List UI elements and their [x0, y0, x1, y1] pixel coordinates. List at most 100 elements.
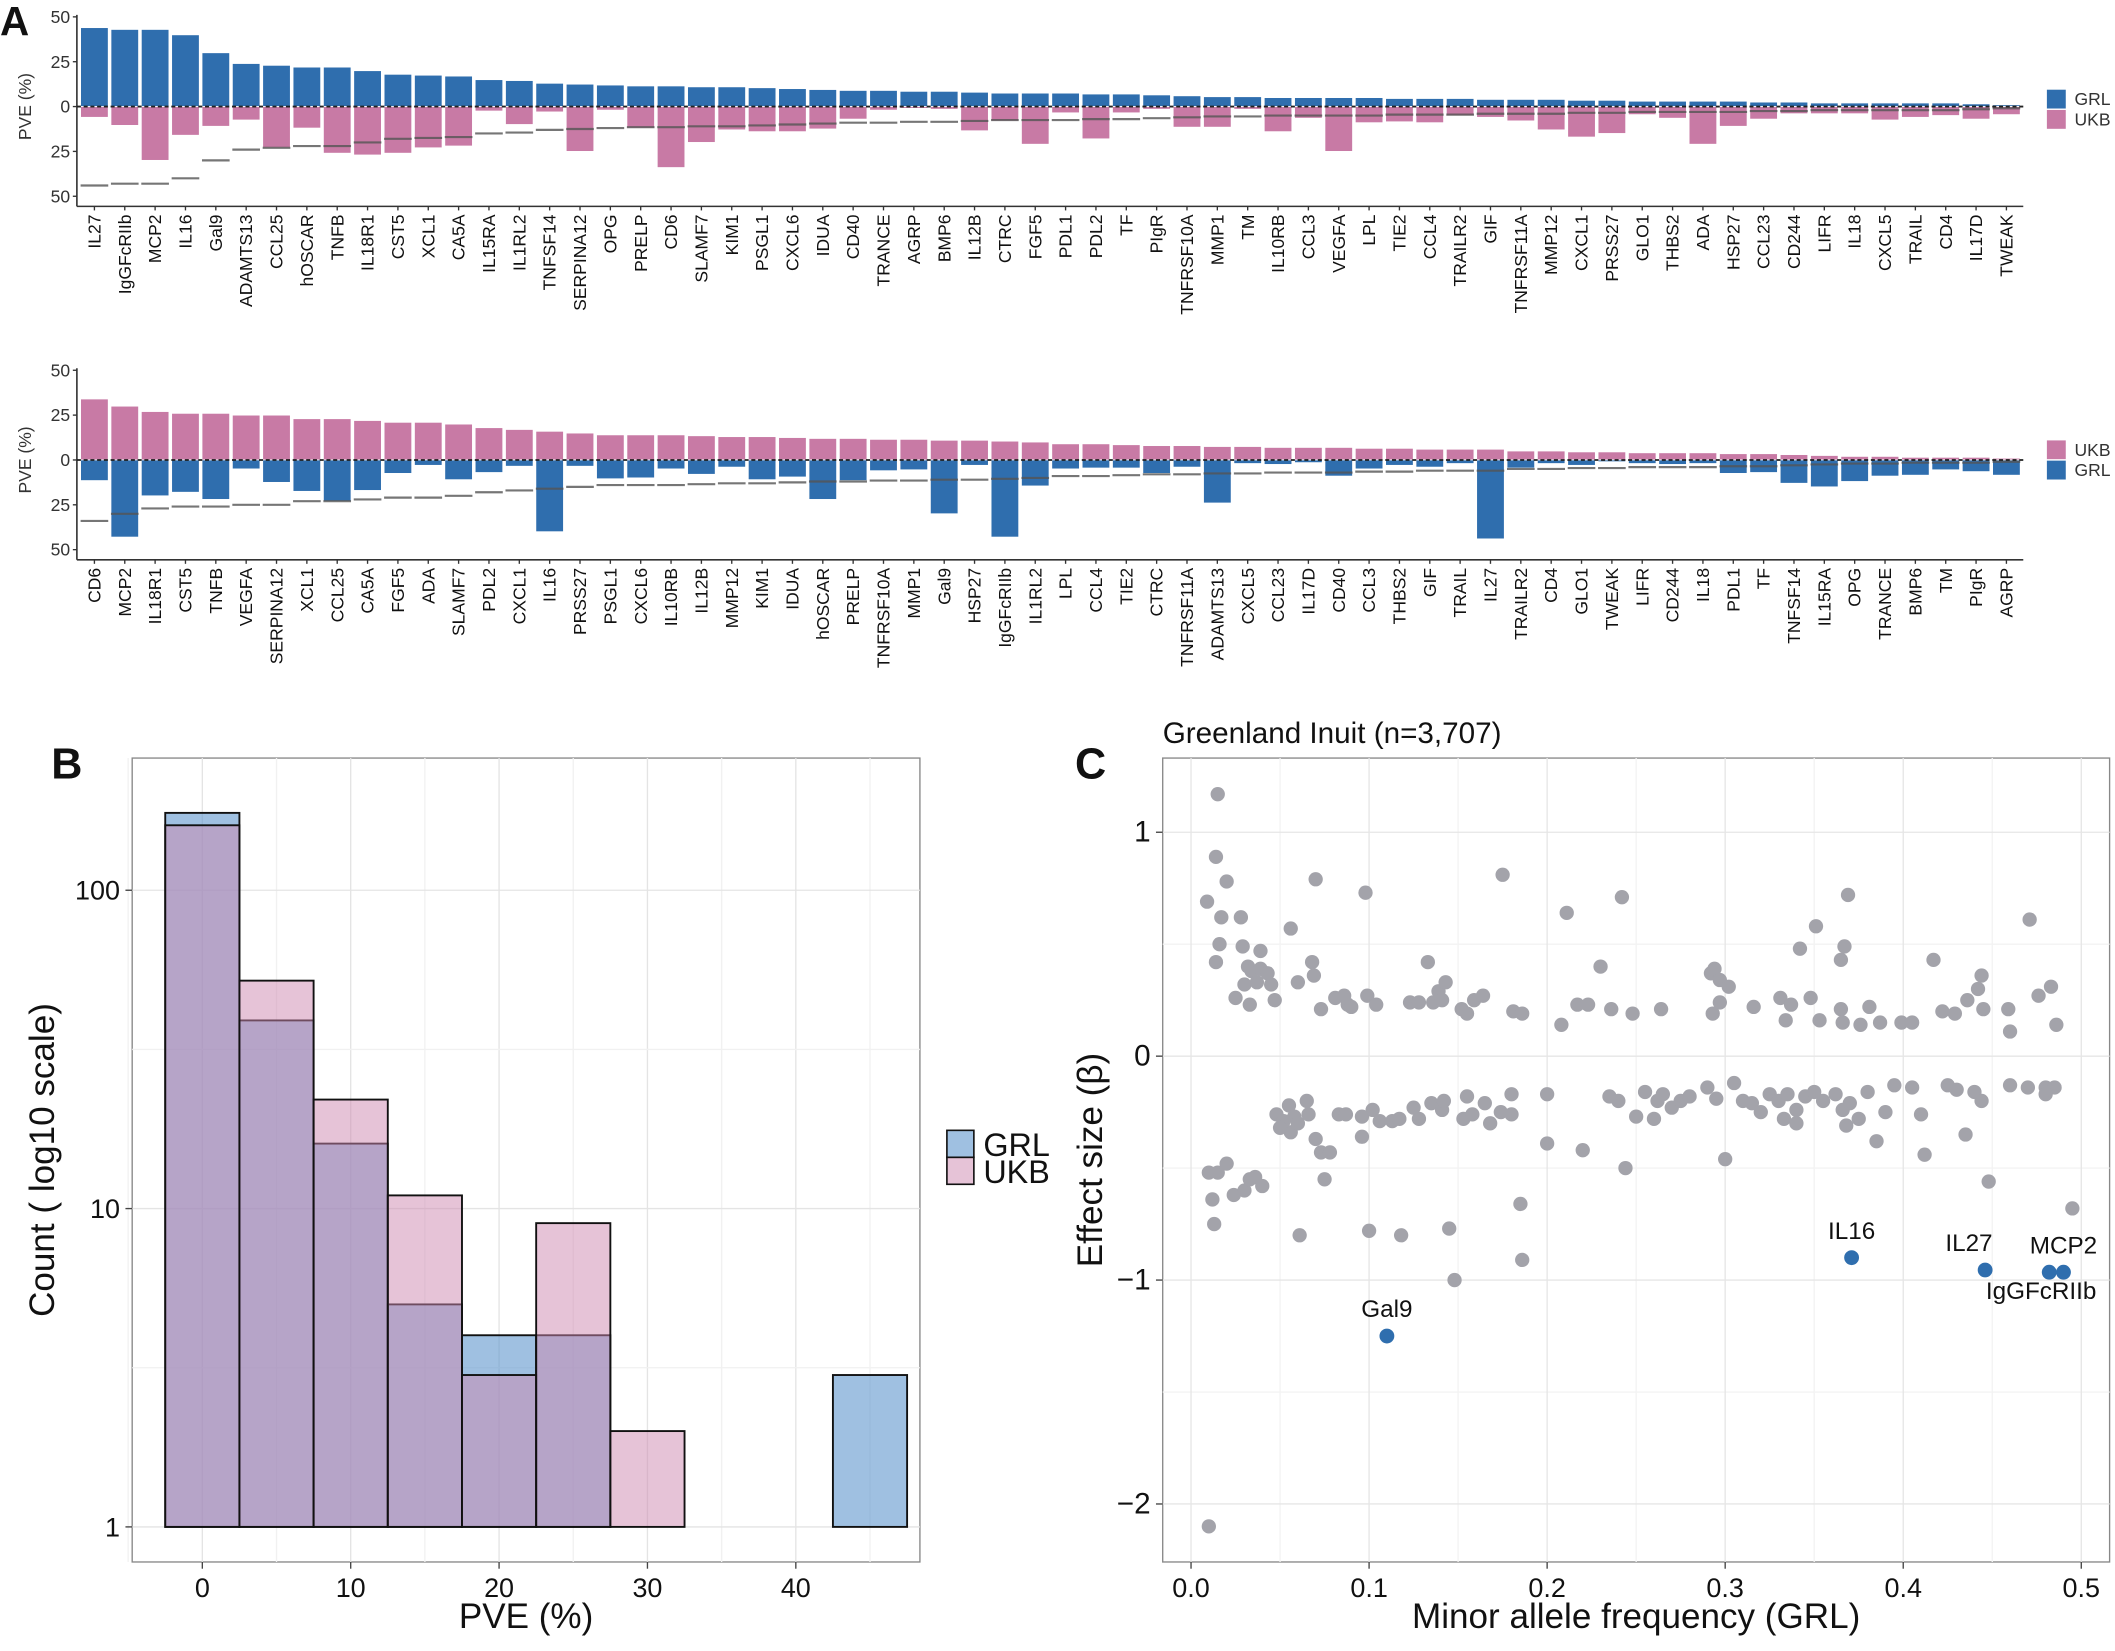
- x-tick-label: GIF: [1420, 568, 1440, 597]
- y-tick-label: 1: [105, 1512, 120, 1542]
- bar-grl-CCL25: [262, 64, 291, 107]
- bar-grl-CST5: [383, 73, 413, 107]
- bar-grl-KIM1: [747, 459, 777, 481]
- bar-grl-IL1RL2: [505, 80, 534, 107]
- scatter-point: [1949, 1082, 1964, 1097]
- scatter-point: [1260, 966, 1275, 981]
- x-tick-label: IgGFcRIIb: [995, 568, 1015, 648]
- x-tick-label: Gal9: [206, 214, 226, 251]
- bar-grl-PDL2: [474, 459, 504, 473]
- panel-a-top-chart: 50 25 0 25 50 PVE (%) IL27 IgGFcRIIb MCP2 IL16 Gal…: [15, 7, 2111, 315]
- x-tick-label: FGF5: [388, 568, 408, 613]
- bar-ukb-hOSCAR: [808, 438, 838, 461]
- scatter-point: [1682, 1089, 1697, 1104]
- bar-grl-IgGFcRIIb: [110, 29, 139, 107]
- bar-ukb-IL17D: [1294, 446, 1323, 461]
- x-tick-label: CTRC: [995, 214, 1015, 263]
- x-tick-label: PDL1: [1056, 214, 1076, 258]
- legend-label-grl: GRL: [983, 1127, 1050, 1163]
- scatter-point: [1201, 1519, 1216, 1534]
- bar-ukb-KIM1: [747, 436, 777, 461]
- bar-ukb-SERPINA12: [262, 414, 291, 461]
- x-tick-label: IL10RB: [1268, 214, 1288, 272]
- y-tick-label: 50: [51, 7, 71, 27]
- bar-grl-Gal9: [201, 52, 231, 107]
- x-tick-label: BMP6: [1905, 568, 1925, 616]
- scatter-point: [1372, 1113, 1387, 1129]
- bar-ukb-CXCL5: [1870, 106, 1900, 121]
- scatter-point: [1219, 1156, 1234, 1171]
- bar-ukb-SLAMF7: [444, 423, 473, 461]
- bar-ukb-IL18R1: [353, 106, 382, 156]
- scatter-point: [1290, 975, 1306, 990]
- x-tick-label: PDL1: [1723, 568, 1743, 612]
- scatter-point: [1803, 990, 1818, 1006]
- scatter-point: [1746, 999, 1761, 1015]
- bar-grl-IL16: [535, 459, 564, 533]
- scatter-point: [1835, 1015, 1850, 1030]
- x-tick-label: TNFSF14: [1784, 568, 1804, 644]
- bar-ukb-LPL: [1051, 443, 1080, 461]
- scatter-point: [1515, 1006, 1530, 1021]
- bar-ukb-VEGFA: [1324, 106, 1353, 152]
- scatter-point: [1744, 1096, 1760, 1111]
- bar-grl-FGF5: [383, 459, 413, 474]
- bar-ukb-IL12B: [960, 106, 989, 132]
- scatter-point: [1207, 1216, 1222, 1232]
- scatter-point: [1344, 999, 1359, 1015]
- y-tick-label: −1: [1117, 1264, 1151, 1297]
- scatter-point: [2049, 1017, 2064, 1032]
- bar-grl-TM: [1233, 96, 1262, 107]
- bar-grl-TNFSF14: [1779, 459, 1809, 484]
- x-tick-label: TRANCE: [874, 214, 894, 286]
- x-tick-label: PDL2: [1086, 214, 1106, 258]
- legend-swatch-ukb: [946, 1156, 975, 1186]
- scatter-point: [1436, 1093, 1452, 1109]
- x-tick-label: TRANCE: [1875, 568, 1895, 640]
- panel-label-b: B: [51, 740, 82, 788]
- legend-swatch-grl: [2045, 88, 2068, 110]
- scatter-point: [1493, 1104, 1508, 1120]
- bar-grl-TNFSF14: [535, 82, 564, 107]
- scatter-point: [1459, 1089, 1475, 1104]
- bar-ukb-CD6: [656, 106, 686, 168]
- bar-grl-PDL1: [1051, 92, 1080, 107]
- scatter-point: [1958, 1127, 1973, 1142]
- highlight-point-IL27: [1977, 1262, 1993, 1278]
- bar-grl-IL12B: [960, 91, 989, 107]
- bar-ukb-TRAIL: [1445, 448, 1475, 461]
- bar-ukb-IgGFcRIIb: [110, 106, 139, 126]
- bar-ukb-TF: [1749, 453, 1778, 461]
- scatter-point: [1917, 1147, 1932, 1162]
- bar-ukb-Gal9: [201, 106, 231, 127]
- scatter-point: [1778, 1013, 1793, 1028]
- x-tick-label: SLAMF7: [691, 214, 711, 282]
- scatter-point: [1539, 1136, 1555, 1151]
- y-tick-label: 25: [51, 52, 70, 72]
- scatter-point: [1369, 997, 1384, 1012]
- bar-ukb-VEGFA: [231, 414, 261, 461]
- scatter-point: [1465, 1107, 1480, 1122]
- bar-ukb-IL10RB: [1263, 106, 1293, 133]
- scatter-point: [1629, 1109, 1644, 1124]
- scatter-point: [1604, 1001, 1619, 1017]
- x-tick-label: IL15RA: [479, 214, 499, 273]
- scatter-point: [2020, 1080, 2036, 1095]
- bar-grl-XCL1: [292, 459, 322, 492]
- scatter-point: [1255, 1178, 1270, 1194]
- x-tick-label: 0.5: [2063, 1573, 2101, 1603]
- bar-ukb-CCL25: [262, 106, 291, 149]
- scatter-point: [1789, 1116, 1804, 1131]
- bar-ukb-PDL2: [474, 427, 504, 461]
- x-tick-label: GLO1: [1632, 214, 1652, 261]
- bar-ukb-MMP1: [899, 438, 929, 461]
- scatter-point: [1420, 954, 1435, 970]
- bar-grl-IL12B: [687, 459, 716, 475]
- scatter-point: [1808, 919, 1824, 934]
- bar-grl-TRANCE: [869, 90, 898, 107]
- bar-grl-CCL3: [1354, 459, 1384, 470]
- x-tick-label: IDUA: [783, 568, 803, 610]
- scatter-point: [1504, 1107, 1519, 1122]
- x-tick-label: CD6: [84, 568, 104, 603]
- x-tick-label: MCP2: [115, 568, 135, 617]
